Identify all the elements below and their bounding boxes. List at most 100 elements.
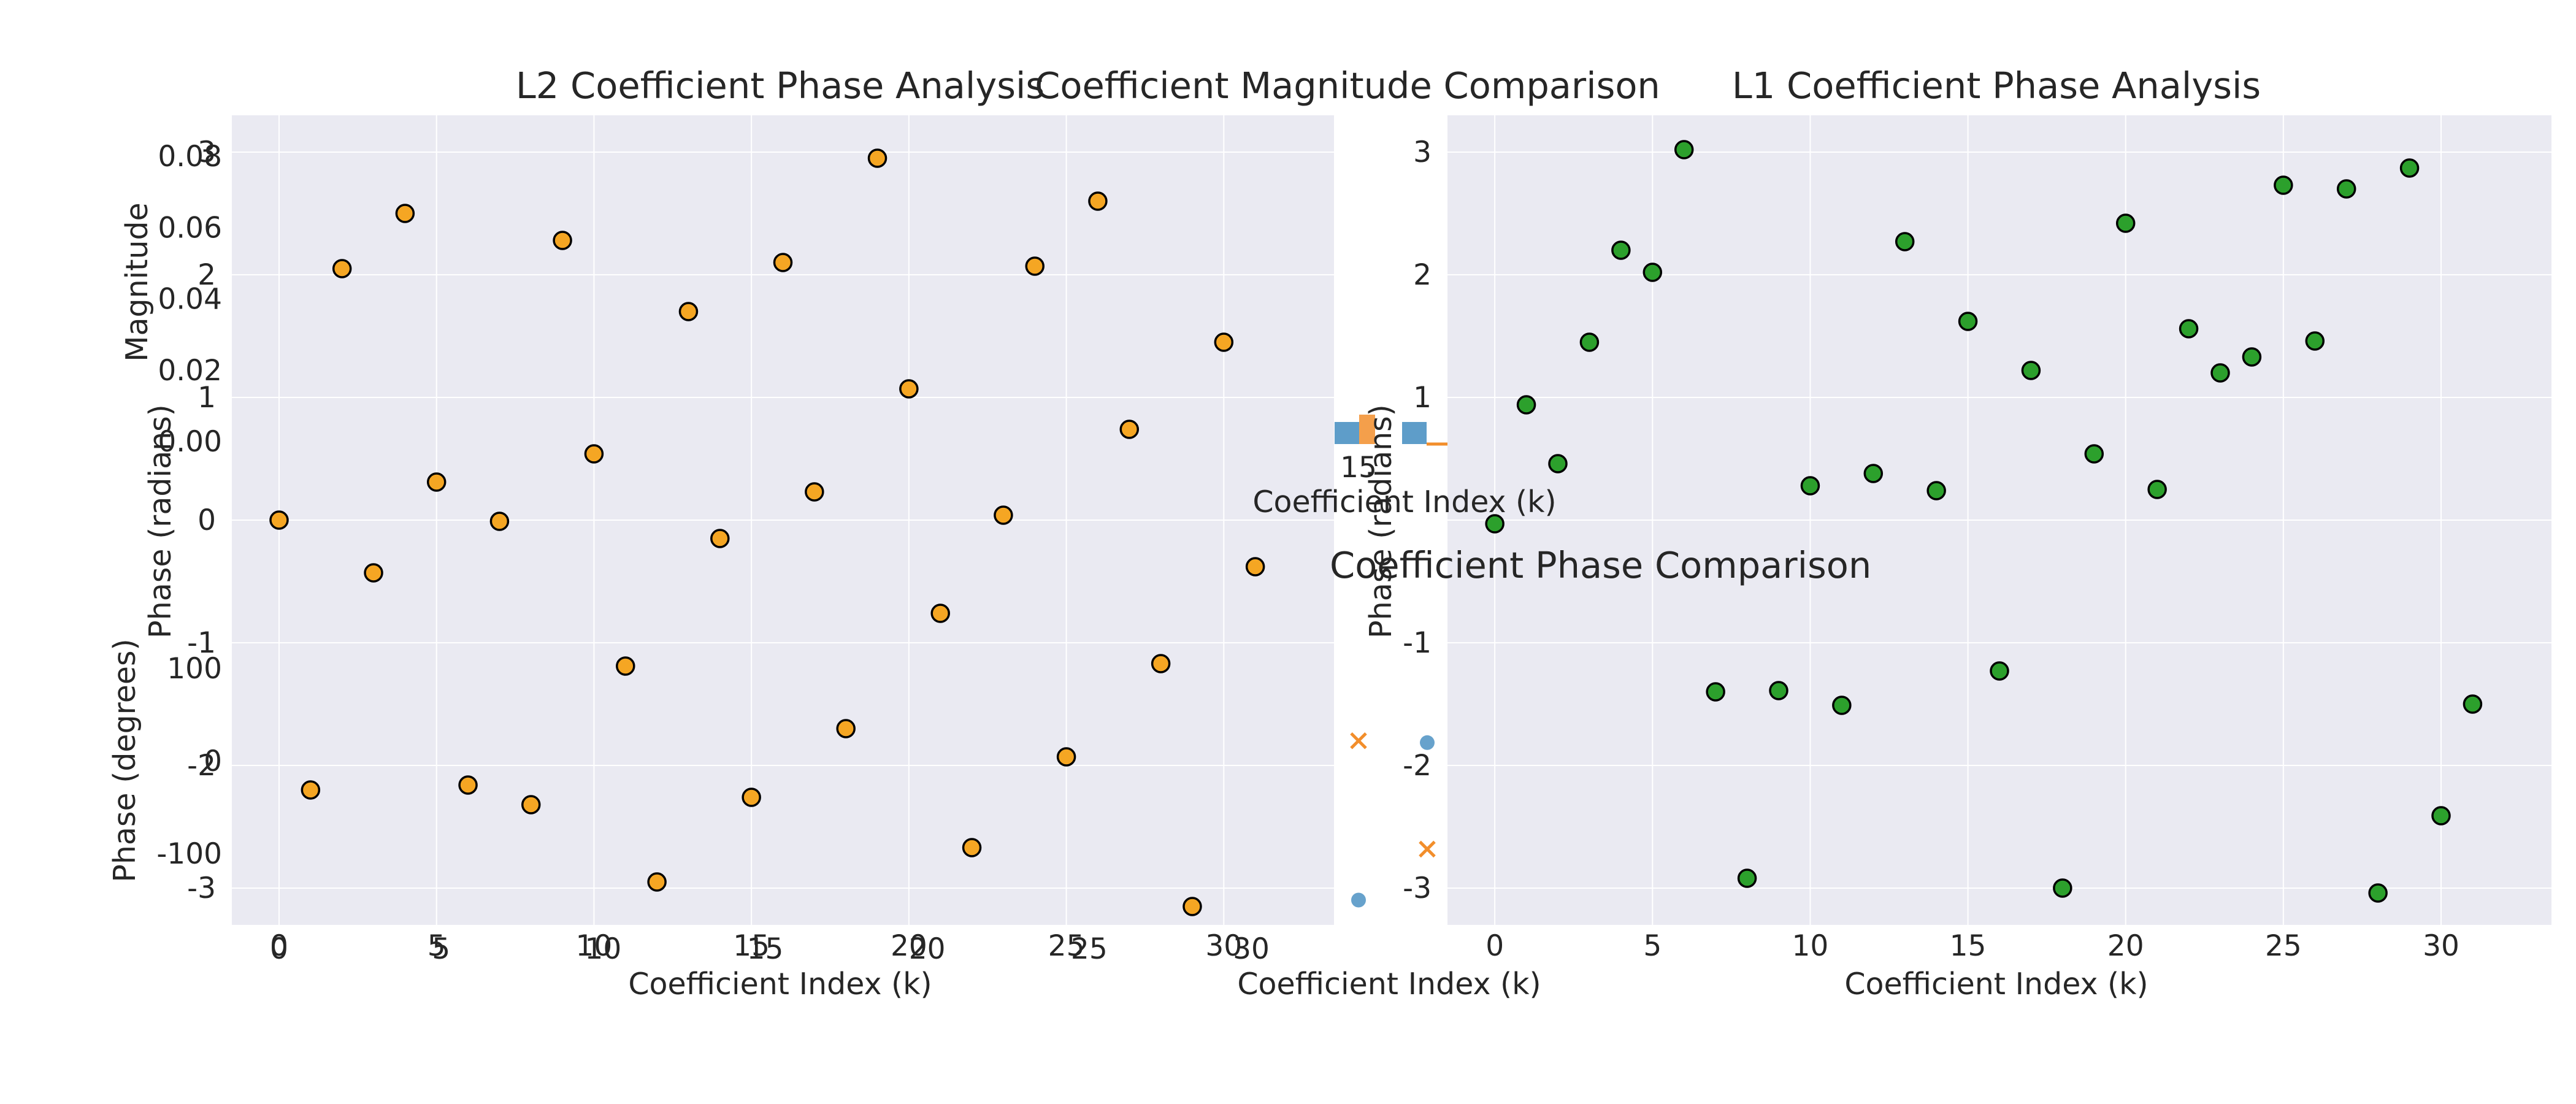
l1-data-point [2305,331,2325,351]
l2-data-point [1245,557,1265,577]
l1-data-point [1674,140,1694,159]
l1-x-tick-label: 25 [2265,929,2302,963]
phase-degrees-x-marker-point [1350,732,1367,749]
magnitude-x-tick-label: 15 [747,932,784,966]
l2-x-tick-label: 5 [427,929,446,963]
phase-degrees-x-marker-point [1419,840,1436,858]
l2-x-tick-label: 10 [576,929,613,963]
magnitude-y-tick-label: 0.06 [158,211,222,245]
l2-x-tick-label: 25 [1048,929,1085,963]
l2-data-point [773,253,793,272]
magnitude-y-tick-label: 0.02 [158,354,222,388]
l1-data-point [2179,319,2199,339]
phase-degrees-y-tick-label: 100 [167,652,222,686]
phase-degrees-y-axis-label: Phase (degrees) [107,638,142,882]
magnitude-x-tick-label: 10 [585,932,621,966]
l2-data-point [1025,256,1045,276]
l2-data-point [962,838,982,857]
l1-x-tick-label: 5 [1643,929,1662,963]
l1-data-point [2336,179,2356,199]
l1-y-tick-label: 3 [1413,136,1432,169]
l2-y-axis-label: Phase (radians) [143,404,178,638]
l2-data-point [332,259,352,278]
l2-y-tick-label: -2 [187,749,216,783]
l1-data-point [2115,213,2136,233]
l1-data-point [1579,332,1600,352]
l2-data-point [1119,420,1140,439]
l1-y-tick-label: -1 [1403,626,1432,660]
l2-data-point [678,302,699,321]
l1-y-tick-label: 2 [1413,258,1432,292]
l2-data-point [426,472,447,492]
magnitude-y-tick-label: 0.04 [158,283,222,316]
l1-data-point [2210,363,2230,383]
l2-data-point [867,148,887,168]
l2-x-axis-label: Coefficient Index (k) [628,967,932,1002]
l2-data-point [1088,191,1108,211]
l1-x-tick-label: 15 [1950,929,1987,963]
l1-data-point [1958,312,1978,331]
l1-data-point [1990,661,2009,681]
l1-data-point [1548,454,1568,473]
l2-data-point [489,512,510,531]
l1-data-point [1863,464,1884,483]
phase-degrees-circle-point [1420,735,1435,750]
l2-data-point [1183,897,1202,916]
l2-data-point [710,529,730,548]
l1-data-point [2053,878,2072,898]
l2-data-point [301,780,321,800]
l1-data-point [2431,806,2451,826]
l1-y-tick-label: -3 [1403,872,1432,905]
l2-y-tick-label: 0 [197,504,216,537]
l2-y-tick-label: -1 [187,626,216,660]
l1-data-point [1926,481,1946,500]
l1-data-point [1643,263,1663,282]
l1-y-tick-label: -2 [1403,749,1432,783]
magnitude-x-tick-label: 20 [909,932,946,966]
magnitude-x-tick-label: 0 [270,932,288,966]
l1-y-axis-label: Phase (radians) [1363,404,1398,638]
l2-data-point [1214,332,1234,352]
magnitude-x-tick-label: 25 [1071,932,1108,966]
l1-data-point [1895,232,1915,251]
magnitude-bar-series-b [1359,415,1375,444]
l1-data-point [2463,694,2483,714]
l2-data-point [899,379,919,399]
l1-data-point [2242,347,2262,367]
l2-y-tick-label: 2 [197,258,216,292]
l2-data-point [395,204,415,223]
l2-data-point [1151,654,1171,673]
l2-data-point [553,231,572,250]
l2-data-point [805,482,824,502]
l1-data-point [2274,175,2293,195]
l1-x-tick-label: 0 [1485,929,1504,963]
phase-degrees-x-axis-label: Coefficient Index (k) [1252,485,1556,519]
l2-data-point [836,719,856,738]
magnitude-x-tick-label: 30 [1233,932,1270,966]
phase-degrees-x-tick-label: 15 [1340,451,1377,485]
l2-data-point [1056,747,1076,767]
l1-data-point [2368,883,2388,903]
magnitude-chart-title: Coefficient Magnitude Comparison [1035,64,1660,107]
l1-data-point [1516,395,1536,415]
l2-chart-title: L2 Coefficient Phase Analysis [516,64,1045,107]
magnitude-y-tick-label: 0.08 [158,140,222,174]
l2-x-tick-label: 30 [1205,929,1242,963]
l1-data-point [1485,514,1505,534]
l2-data-point [742,788,761,807]
l1-x-axis-label: Coefficient Index (k) [1844,967,2148,1002]
magnitude-bar-series-a [1402,422,1427,444]
magnitude-x-axis-label: Coefficient Index (k) [1237,967,1541,1002]
phase-degrees-y-tick-label: 0 [204,745,222,778]
phase-degrees-panel: -100 0 100 15 [156,415,1447,908]
l1-x-tick-label: 10 [1792,929,1829,963]
l1-data-point [2021,361,2041,380]
l2-y-tick-label: 3 [197,136,216,169]
magnitude-x-tick-label: 5 [432,932,450,966]
l2-y-tick-label: -3 [187,872,216,905]
phase-degrees-overlay-box [1334,429,1447,594]
l1-y-tick-label: 1 [1413,381,1432,415]
